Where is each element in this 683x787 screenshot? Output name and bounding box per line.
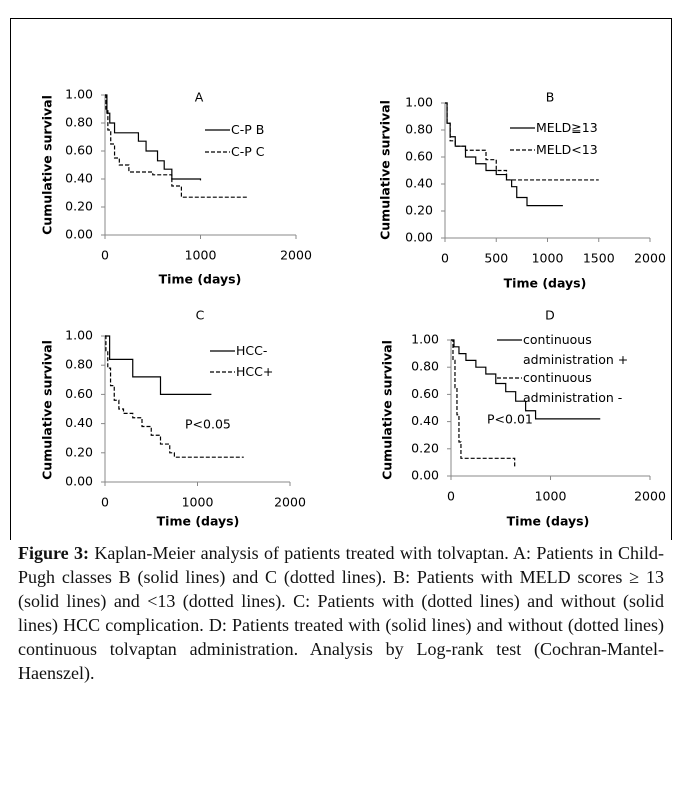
survival-curve	[105, 94, 249, 198]
x-tick-label: 0	[101, 495, 109, 510]
y-axis-label: Cumulative survival	[378, 100, 393, 240]
legend-label: HCC-	[236, 343, 268, 358]
x-tick-label: 500	[484, 251, 508, 266]
x-tick-label: 0	[441, 251, 449, 266]
y-tick-label: 0.60	[411, 386, 439, 401]
x-tick-label: 2000	[274, 495, 306, 510]
legend-label: MELD≧13	[536, 120, 598, 135]
y-axis-label: Cumulative survival	[40, 95, 55, 235]
legend-label: continuous administration -	[523, 370, 623, 405]
chart-title: A	[195, 90, 204, 105]
annotation: P<0.05	[185, 417, 231, 432]
y-tick-label: 0.80	[65, 357, 93, 372]
legend-label: MELD<13	[536, 142, 598, 157]
y-tick-label: 0.60	[65, 143, 93, 158]
y-tick-label: 0.20	[65, 199, 93, 214]
x-tick-label: 0	[101, 248, 109, 263]
x-axis-label: Time (days)	[159, 272, 242, 287]
x-tick-label: 2000	[634, 251, 666, 266]
y-tick-label: 0.00	[411, 468, 439, 483]
y-tick-label: 0.60	[65, 386, 93, 401]
y-tick-label: 1.00	[65, 87, 93, 102]
x-tick-label: 1000	[532, 251, 564, 266]
survival-curve	[451, 339, 601, 420]
caption: Figure 3: Kaplan-Meier analysis of patie…	[18, 541, 664, 685]
y-tick-label: 0.40	[65, 415, 93, 430]
annotation: P<0.01	[487, 412, 533, 427]
frame	[10, 18, 672, 540]
chart-title: D	[545, 308, 555, 323]
x-tick-label: 1000	[185, 248, 217, 263]
y-tick-label: 0.20	[405, 203, 433, 218]
survival-curve	[105, 335, 212, 395]
survival-curve	[445, 102, 599, 181]
chart-title: C	[196, 308, 205, 323]
x-axis-label: Time (days)	[507, 514, 590, 529]
charts: A 0.00 0.20 0.40 0.60 0.80 1.00 0 1000 2000 Time (…	[10, 18, 672, 540]
x-axis-label: Time (days)	[504, 276, 587, 291]
survival-curve	[105, 335, 244, 458]
x-tick-label: 1000	[535, 489, 567, 504]
y-tick-label: 0.20	[65, 444, 93, 459]
survival-curve	[451, 339, 516, 468]
chart-title: B	[546, 90, 555, 105]
y-tick-label: 0.80	[65, 115, 93, 130]
survival-curve	[105, 94, 202, 181]
x-tick-label: 1500	[583, 251, 615, 266]
caption-label: Figure 3:	[18, 543, 89, 563]
legend-label: C-P B	[231, 122, 265, 137]
y-tick-label: 0.00	[65, 227, 93, 242]
y-tick-label: 0.40	[405, 176, 433, 191]
caption-text: Kaplan-Meier analysis of patients treate…	[18, 543, 665, 683]
legend-label: HCC+	[236, 364, 274, 379]
x-tick-label: 1000	[182, 495, 214, 510]
y-tick-label: 0.20	[411, 440, 439, 455]
y-axis-label: Cumulative survival	[40, 340, 55, 480]
y-tick-label: 0.40	[65, 171, 93, 186]
y-tick-label: 0.40	[411, 413, 439, 428]
legend-label: continuous administration +	[523, 332, 629, 367]
y-tick-label: 0.80	[411, 359, 439, 374]
x-tick-label: 2000	[634, 489, 666, 504]
y-tick-label: 0.00	[405, 230, 433, 245]
y-tick-label: 1.00	[65, 328, 93, 343]
y-tick-label: 1.00	[411, 332, 439, 347]
y-tick-label: 0.00	[65, 474, 93, 489]
legend-label: C-P C	[231, 144, 265, 159]
y-axis-label: Cumulative survival	[380, 340, 395, 480]
y-tick-label: 1.00	[405, 95, 433, 110]
x-tick-label: 2000	[280, 248, 312, 263]
x-tick-label: 0	[447, 489, 455, 504]
y-tick-label: 0.60	[405, 149, 433, 164]
x-axis-label: Time (days)	[157, 514, 240, 529]
y-tick-label: 0.80	[405, 122, 433, 137]
